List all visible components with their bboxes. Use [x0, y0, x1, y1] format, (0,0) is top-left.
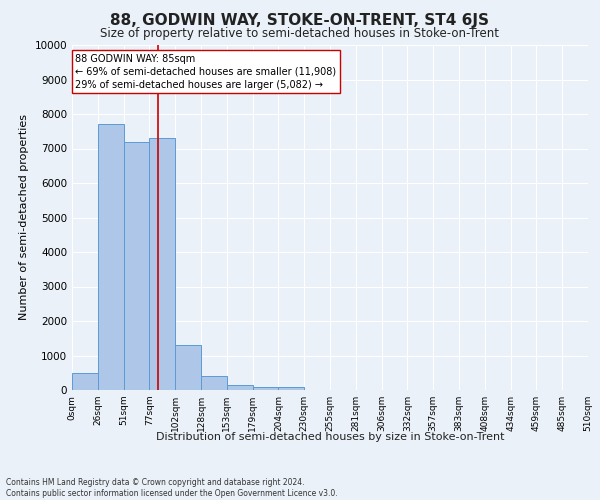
Bar [227, 385, 253, 390]
Y-axis label: Number of semi-detached properties: Number of semi-detached properties [19, 114, 29, 320]
Bar [98, 124, 124, 390]
Bar [124, 142, 149, 390]
Bar [278, 386, 304, 390]
Bar [72, 373, 98, 390]
Bar [201, 376, 227, 390]
Text: Size of property relative to semi-detached houses in Stoke-on-Trent: Size of property relative to semi-detach… [101, 28, 499, 40]
Text: 88, GODWIN WAY, STOKE-ON-TRENT, ST4 6JS: 88, GODWIN WAY, STOKE-ON-TRENT, ST4 6JS [110, 12, 490, 28]
Text: Distribution of semi-detached houses by size in Stoke-on-Trent: Distribution of semi-detached houses by … [156, 432, 504, 442]
Text: 88 GODWIN WAY: 85sqm
← 69% of semi-detached houses are smaller (11,908)
29% of s: 88 GODWIN WAY: 85sqm ← 69% of semi-detac… [75, 54, 336, 90]
Text: Contains HM Land Registry data © Crown copyright and database right 2024.
Contai: Contains HM Land Registry data © Crown c… [6, 478, 338, 498]
Bar [175, 345, 201, 390]
Bar [149, 138, 175, 390]
Bar [253, 386, 278, 390]
